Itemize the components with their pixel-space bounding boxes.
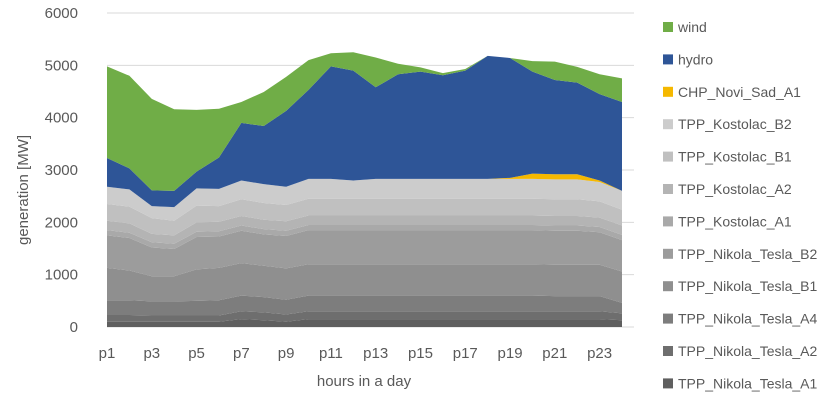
- x-tick-label: p3: [143, 345, 160, 362]
- y-tick-label: 0: [70, 319, 78, 336]
- y-tick-label: 4000: [45, 110, 78, 127]
- legend-swatch: [663, 54, 673, 65]
- x-tick-label: p11: [319, 345, 343, 362]
- y-axis-ticks: 0 1000 2000 3000 4000 5000 6000: [45, 5, 78, 336]
- legend-swatch: [663, 22, 673, 32]
- x-tick-label: p23: [587, 345, 612, 362]
- y-tick-label: 6000: [45, 5, 78, 22]
- y-axis-label: generation [MW]: [15, 135, 32, 245]
- area-tpp-kostolac-b2: [107, 178, 622, 221]
- y-tick-label: 1000: [45, 267, 78, 284]
- legend-label: TPP_Nikola_Tesla_A4: [678, 311, 818, 327]
- legend-item: TPP_Nikola_Tesla_A4: [663, 311, 818, 327]
- legend-item: TPP_Nikola_Tesla_A1: [663, 375, 818, 391]
- x-tick-label: p9: [278, 345, 295, 362]
- legend-item: TPP_Kostolac_B2: [663, 116, 792, 132]
- legend-swatch: [663, 248, 673, 259]
- x-axis-ticks: p1 p3 p5 p7 p9 p11 p13 p15 p17 p19 p21 p23: [99, 345, 612, 362]
- x-tick-label: p19: [498, 345, 523, 362]
- area-tpp-kostolac-b1: [107, 198, 622, 236]
- legend-label: TPP_Kostolac_B2: [678, 116, 792, 132]
- area-tpp-nikola-tesla-a1: [107, 319, 622, 327]
- legend-item: TPP_Nikola_Tesla_A2: [663, 343, 818, 359]
- legend-item: TPP_Kostolac_A1: [663, 213, 792, 229]
- x-tick-label: p7: [233, 345, 250, 362]
- legend-label: TPP_Nikola_Tesla_B1: [678, 278, 818, 294]
- legend-swatch: [663, 216, 673, 227]
- legend-swatch: [663, 119, 673, 130]
- series-areas: [107, 52, 622, 327]
- area-tpp-nikola-tesla-b1: [107, 263, 622, 303]
- legend-label: TPP_Kostolac_A2: [678, 181, 792, 197]
- legend-label: hydro: [678, 51, 713, 67]
- area-tpp-nikola-tesla-b2: [107, 230, 622, 277]
- y-tick-label: 2000: [45, 214, 78, 231]
- area-tpp-kostolac-a2: [107, 215, 622, 244]
- y-tick-label: 3000: [45, 162, 78, 179]
- legend-item: TPP_Nikola_Tesla_B2: [663, 246, 818, 262]
- area-wind: [107, 52, 622, 191]
- legend-swatch: [663, 281, 673, 292]
- area-tpp-nikola-tesla-a2: [107, 311, 622, 322]
- legend-item: TPP_Nikola_Tesla_B1: [663, 278, 818, 294]
- legend-label: CHP_Novi_Sad_A1: [678, 84, 801, 100]
- legend-swatch: [663, 378, 673, 389]
- legend-item: TPP_Kostolac_A2: [663, 181, 792, 197]
- legend-item: hydro: [663, 51, 713, 67]
- legend-label: TPP_Nikola_Tesla_A1: [678, 375, 818, 391]
- legend-label: TPP_Nikola_Tesla_B2: [678, 246, 818, 262]
- area-tpp-nikola-tesla-a4: [107, 295, 622, 316]
- legend-label: TPP_Kostolac_B1: [678, 149, 792, 165]
- legend-swatch: [663, 151, 673, 162]
- legend: wind hydro CHP_Novi_Sad_A1 TPP_Kostolac_B2 T…: [663, 19, 818, 391]
- legend-swatch: [663, 313, 673, 324]
- legend-label: TPP_Nikola_Tesla_A2: [678, 343, 818, 359]
- y-tick-label: 5000: [45, 57, 78, 74]
- x-tick-label: p13: [363, 345, 388, 362]
- area-hydro: [107, 55, 622, 208]
- legend-swatch: [663, 184, 673, 194]
- legend-swatch: [663, 86, 673, 97]
- area-tpp-kostolac-a1: [107, 224, 622, 250]
- x-tick-label: p17: [453, 345, 478, 362]
- legend-item: CHP_Novi_Sad_A1: [663, 84, 801, 100]
- area-chp-novi-sad-a1: [107, 173, 622, 208]
- x-tick-label: p1: [99, 345, 116, 362]
- x-axis-label: hours in a day: [317, 373, 412, 390]
- x-tick-label: p5: [188, 345, 205, 362]
- x-tick-label: p15: [408, 345, 433, 362]
- x-tick-label: p21: [542, 345, 567, 362]
- legend-label: wind: [677, 19, 707, 35]
- legend-item: TPP_Kostolac_B1: [663, 149, 792, 165]
- legend-swatch: [663, 346, 673, 356]
- legend-label: TPP_Kostolac_A1: [678, 213, 792, 229]
- legend-item: wind: [663, 19, 707, 35]
